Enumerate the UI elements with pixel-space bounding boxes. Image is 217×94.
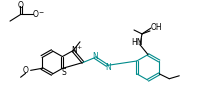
Text: OH: OH [150, 23, 162, 31]
Text: S: S [61, 68, 66, 77]
Text: N: N [105, 63, 111, 72]
Text: N: N [92, 52, 98, 61]
Text: HN: HN [131, 38, 143, 47]
Text: O: O [23, 66, 29, 75]
Text: −: − [38, 10, 44, 15]
Text: O: O [33, 10, 39, 19]
Text: O: O [18, 1, 24, 10]
Text: +: + [76, 45, 82, 50]
Text: N: N [71, 46, 77, 55]
